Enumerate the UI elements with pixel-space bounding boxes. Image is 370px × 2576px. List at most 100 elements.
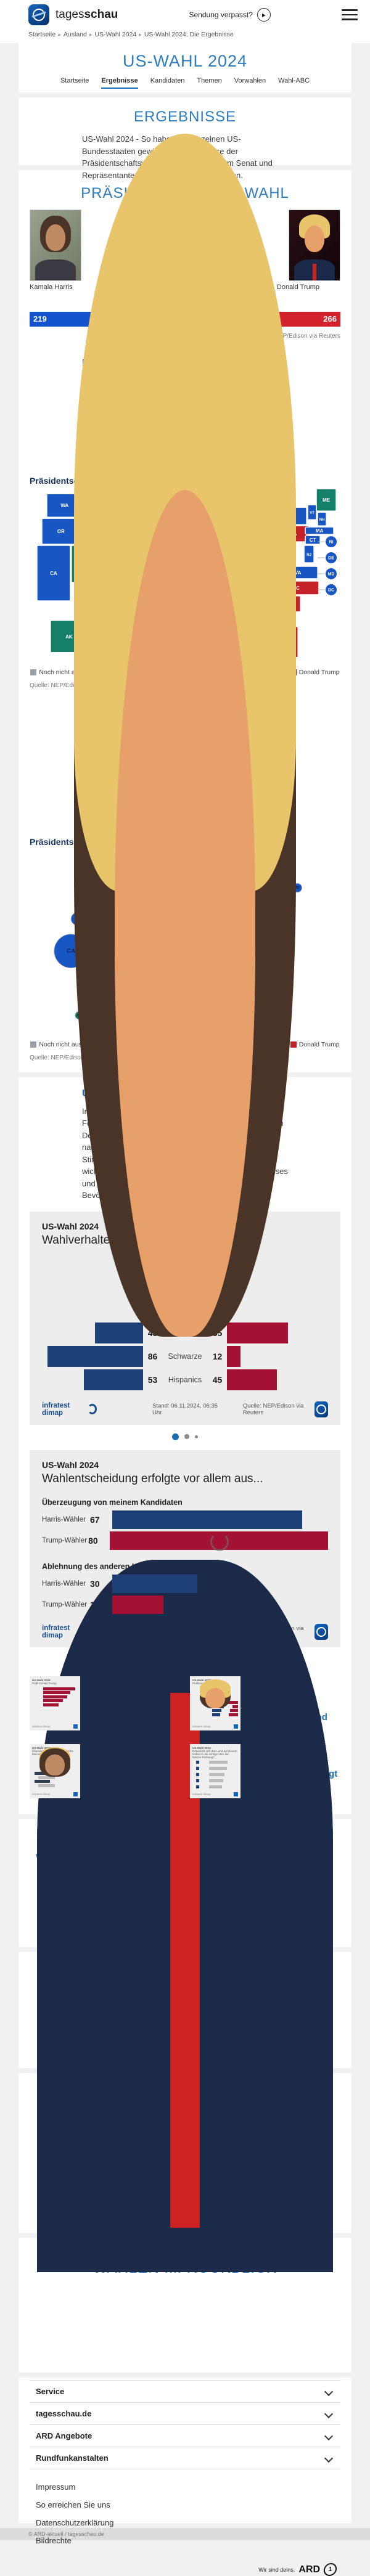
chart2-kicker: US-Wahl 2024 [42, 1459, 99, 1470]
state-NH[interactable]: NH [317, 512, 327, 526]
breadcrumb: Startseite ▸ Ausland ▸ US-Wahl 2024 ▸ US-Wahl … [0, 30, 370, 43]
state-callout-DE[interactable]: DE [318, 552, 337, 563]
teaser-thumbnail[interactable]: US-Wahl 2024 Entwickelt sich das Land auf… [190, 1743, 240, 1798]
chevron-down-icon [324, 2409, 334, 2418]
decision-bar [109, 1531, 328, 1551]
tab-kandidaten[interactable]: Kandidaten [150, 77, 185, 84]
category-label: Schwarze [162, 1352, 208, 1361]
ard-logo-tile [314, 1401, 328, 1417]
carousel-dot-2[interactable] [184, 1434, 189, 1439]
carousel-dot-3[interactable] [195, 1435, 198, 1438]
harris-votes-value: 219 [33, 314, 47, 324]
breadcrumb-item[interactable]: US-Wahl 2024: Die Ergebnisse [144, 31, 234, 38]
breadcrumb-item[interactable]: US-Wahl 2024 [94, 31, 137, 38]
state-callout-RI[interactable]: RI [318, 536, 337, 547]
wahlverhalten-chart: US-Wahl 2024 Wahlverhalten in Bevölkerun… [30, 133, 340, 2273]
play-icon[interactable]: ▶ [257, 8, 271, 22]
ergebnisse-heading: ERGEBNISSE [133, 108, 237, 125]
footer-link-impressum[interactable]: Impressum [30, 2478, 340, 2496]
harris-value: 53 [143, 1375, 162, 1385]
legend-item: Donald Trump [290, 1041, 340, 1048]
svg-text:WA: WA [60, 503, 68, 508]
svg-text:OR: OR [57, 529, 65, 534]
chevron-down-icon [324, 2453, 334, 2463]
loading-spinner-icon [210, 1532, 229, 1551]
state-MA[interactable]: MA [305, 526, 334, 535]
decision-row: Trump-Wähler 80 [42, 1531, 328, 1551]
tab-wahl-abc[interactable]: Wahl-ABC [278, 77, 310, 84]
trump-thumb-photo [37, 133, 333, 2273]
svg-text:CA: CA [50, 571, 57, 576]
chevron-down-icon [324, 2431, 334, 2440]
decision-bar [112, 1595, 163, 1614]
state-VT[interactable]: VT [307, 504, 317, 520]
missed-show-label: Sendung verpasst? [189, 10, 253, 19]
voter-value: 67 [90, 1514, 100, 1525]
state-CT[interactable]: CT [305, 534, 321, 545]
demo-row-weiße: 43Weiße55 [42, 1321, 328, 1345]
ard-logo-tile [314, 1623, 328, 1640]
voter-label: Trump-Wähler [42, 1600, 88, 1608]
svg-text:CT: CT [310, 537, 316, 543]
chart1-kicker: US-Wahl 2024 [42, 1221, 99, 1231]
brand-wordmark[interactable]: tagesschau [56, 8, 118, 21]
harris-value: 86 [143, 1351, 162, 1361]
trump-bar [227, 1345, 240, 1367]
tab-startseite[interactable]: Startseite [60, 77, 89, 84]
trump-votes-value: 266 [323, 314, 337, 324]
harris-bar [95, 1322, 143, 1343]
footer-accordion-service[interactable]: Service [30, 2380, 340, 2403]
site-footer: Servicetagesschau.deARD AngeboteRundfunk… [18, 2378, 352, 2576]
ard-wordmark: ARD [298, 2564, 320, 2575]
menu-icon[interactable] [342, 9, 358, 20]
svg-text:AK: AK [65, 634, 73, 639]
teaser-thumbnail[interactable]: US-Wahl 2024 Profilvergleich infratest dim… [190, 1676, 240, 1730]
demo-row-schwarze: 86Schwarze12 [42, 1345, 328, 1368]
footer-accordion-ardangebote[interactable]: ARD Angebote [30, 2425, 340, 2447]
tab-vorwahlen[interactable]: Vorwahlen [234, 77, 266, 84]
trump-bar [227, 1322, 289, 1343]
tab-themen[interactable]: Themen [197, 77, 222, 84]
state-callout-MD[interactable]: MD [318, 568, 337, 579]
tab-ergebnisse[interactable]: Ergebnisse [101, 77, 138, 89]
state-ME[interactable]: ME [316, 488, 337, 512]
bubble-source: Quelle: NEP/Edison via Reuters [30, 1054, 117, 1061]
voter-label: Trump-Wähler [42, 1536, 88, 1544]
top-bar: tagesschau Sendung verpasst? ▶ [0, 0, 370, 30]
teaser-thumbnail[interactable]: US-Wahl 2024 Profil Donald Trump infratest… [30, 1676, 80, 1730]
umfragen-card: Umfragen zu Gründen des Wahlergebnisses … [18, 133, 352, 2273]
state-callout-DC[interactable]: DC [318, 584, 337, 595]
svg-text:ME: ME [323, 497, 330, 503]
breadcrumb-item[interactable]: Ausland [63, 31, 87, 38]
ard-tagline: Wir sind deins. [258, 2567, 295, 2573]
footer-link-so-erreichen-sie-uns[interactable]: So erreichen Sie uns [30, 2496, 340, 2514]
svg-text:VA: VA [295, 570, 302, 576]
svg-text:DC: DC [328, 588, 334, 592]
legend-swatch [30, 669, 37, 675]
breadcrumb-separator: ▸ [139, 31, 142, 38]
chart1-source: Quelle: NEP/Edison via Reuters [243, 1402, 304, 1416]
breadcrumb-item[interactable]: Startseite [28, 31, 56, 38]
state-NJ[interactable]: NJ [303, 544, 314, 563]
section-tabs: Startseite Ergebnisse Kandidaten Themen Vorw… [18, 77, 352, 89]
state-CA[interactable]: CA [36, 544, 71, 601]
svg-text:MD: MD [328, 572, 335, 576]
svg-text:RI: RI [295, 886, 300, 891]
state-OR[interactable]: OR [41, 517, 81, 545]
ard-footer-logo[interactable]: Wir sind deins. ARD 1 [30, 2563, 340, 2576]
trump-value: 45 [208, 1375, 227, 1385]
footer-accordion-tagesschaude[interactable]: tagesschau.de [30, 2403, 340, 2425]
missed-show-link[interactable]: Sendung verpasst? ▶ [189, 8, 271, 22]
decision-row: Harris-Wähler 30 [42, 1574, 328, 1593]
legend-swatch [30, 1041, 37, 1048]
svg-text:NH: NH [319, 518, 325, 522]
tagesschau-logo[interactable] [28, 4, 49, 25]
breadcrumb-separator: ▸ [58, 31, 61, 38]
chart1-footer: infratest dimap Stand: 06.11.2024, 06:35… [42, 1401, 328, 1417]
svg-text:NC: NC [292, 585, 300, 590]
legend-swatch [290, 1041, 297, 1048]
footer-accordion-rundfunkanstalten[interactable]: Rundfunkanstalten [30, 2447, 340, 2469]
carousel-dot-1[interactable] [172, 1433, 179, 1440]
harris-name-label: Kamala Harris [30, 283, 73, 291]
